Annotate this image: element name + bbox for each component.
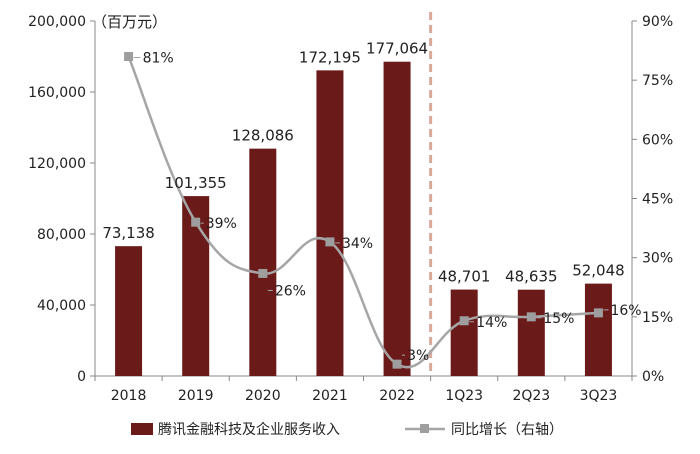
left-axis-tick-label: 120,000 — [28, 156, 86, 172]
bar-value-label: 73,138 — [102, 224, 155, 242]
bar-value-label: 177,064 — [366, 40, 428, 58]
growth-marker — [526, 312, 536, 322]
bars-group — [115, 61, 612, 377]
growth-line-group — [124, 52, 603, 369]
percent-label: 3% — [407, 348, 429, 364]
legend: 腾讯金融科技及企业服务收入 同比增长（右轴） — [131, 421, 563, 438]
growth-marker — [325, 237, 335, 247]
left-axis-tick-label: 160,000 — [28, 85, 86, 101]
right-axis-tick-label: 45% — [642, 192, 673, 208]
percent-label: 39% — [206, 216, 237, 232]
axes-group: 0 40,000 80,000 120,000 160,000 200,000 0% 15% 3… — [28, 12, 673, 404]
right-axis-tick-label: 75% — [642, 73, 673, 89]
bar-value-label: 128,086 — [232, 127, 294, 145]
bar-value-label: 52,048 — [572, 262, 625, 280]
right-axis-tick-label: 30% — [642, 251, 673, 267]
left-axis-tick-label: 80,000 — [37, 227, 86, 243]
labels-group: 73,138 101,355 128,086 172,195 177,064 48,701… — [102, 40, 641, 364]
growth-marker — [124, 52, 134, 61]
x-axis-tick-label: 2022 — [379, 388, 415, 404]
x-axis-tick-label: 2020 — [245, 388, 281, 404]
percent-label: 34% — [342, 236, 373, 252]
revenue-bar — [584, 283, 612, 376]
x-axis-tick-label: 2019 — [178, 388, 214, 404]
left-axis-tick-label: 0 — [77, 369, 86, 385]
bar-value-label: 48,701 — [438, 268, 491, 286]
right-axis-tick-label: 0% — [642, 369, 664, 385]
growth-marker — [459, 316, 469, 326]
percent-label: 81% — [143, 51, 174, 67]
percent-label: 16% — [610, 303, 641, 319]
legend-bar-swatch — [131, 423, 153, 435]
percent-label: 26% — [275, 283, 306, 299]
right-axis-tick-label: 90% — [642, 14, 673, 30]
legend-line-marker — [420, 424, 429, 433]
x-axis-tick-label: 2018 — [111, 388, 147, 404]
x-axis-tick-label: 2Q23 — [512, 388, 550, 404]
revenue-bar — [316, 70, 344, 376]
revenue-bar — [249, 148, 277, 376]
right-axis-tick-label: 15% — [642, 310, 673, 326]
revenue-bar — [517, 289, 545, 376]
percent-label: 15% — [543, 311, 574, 327]
bar-value-label: 48,635 — [505, 268, 558, 286]
revenue-bar — [450, 289, 478, 376]
bar-value-label: 172,195 — [299, 48, 361, 66]
left-axis-tick-label: 200,000 — [28, 14, 86, 30]
revenue-bar — [383, 61, 411, 377]
legend-line-label: 同比增长（右轴） — [451, 422, 563, 438]
unit-label: （百万元） — [92, 13, 167, 31]
revenue-bar — [115, 246, 143, 376]
x-axis-tick-label: 2021 — [312, 388, 348, 404]
percent-label: 14% — [476, 315, 507, 331]
legend-bar-label: 腾讯金融科技及企业服务收入 — [158, 421, 340, 438]
growth-marker — [593, 308, 603, 318]
growth-marker — [392, 359, 402, 369]
x-axis-tick-label: 3Q23 — [580, 388, 618, 404]
growth-marker — [191, 217, 201, 227]
right-axis-tick-label: 60% — [642, 132, 673, 148]
left-axis-tick-label: 40,000 — [37, 298, 86, 314]
growth-marker — [258, 268, 268, 278]
bar-value-label: 101,355 — [165, 174, 227, 192]
x-axis-tick-label: 1Q23 — [445, 388, 483, 404]
